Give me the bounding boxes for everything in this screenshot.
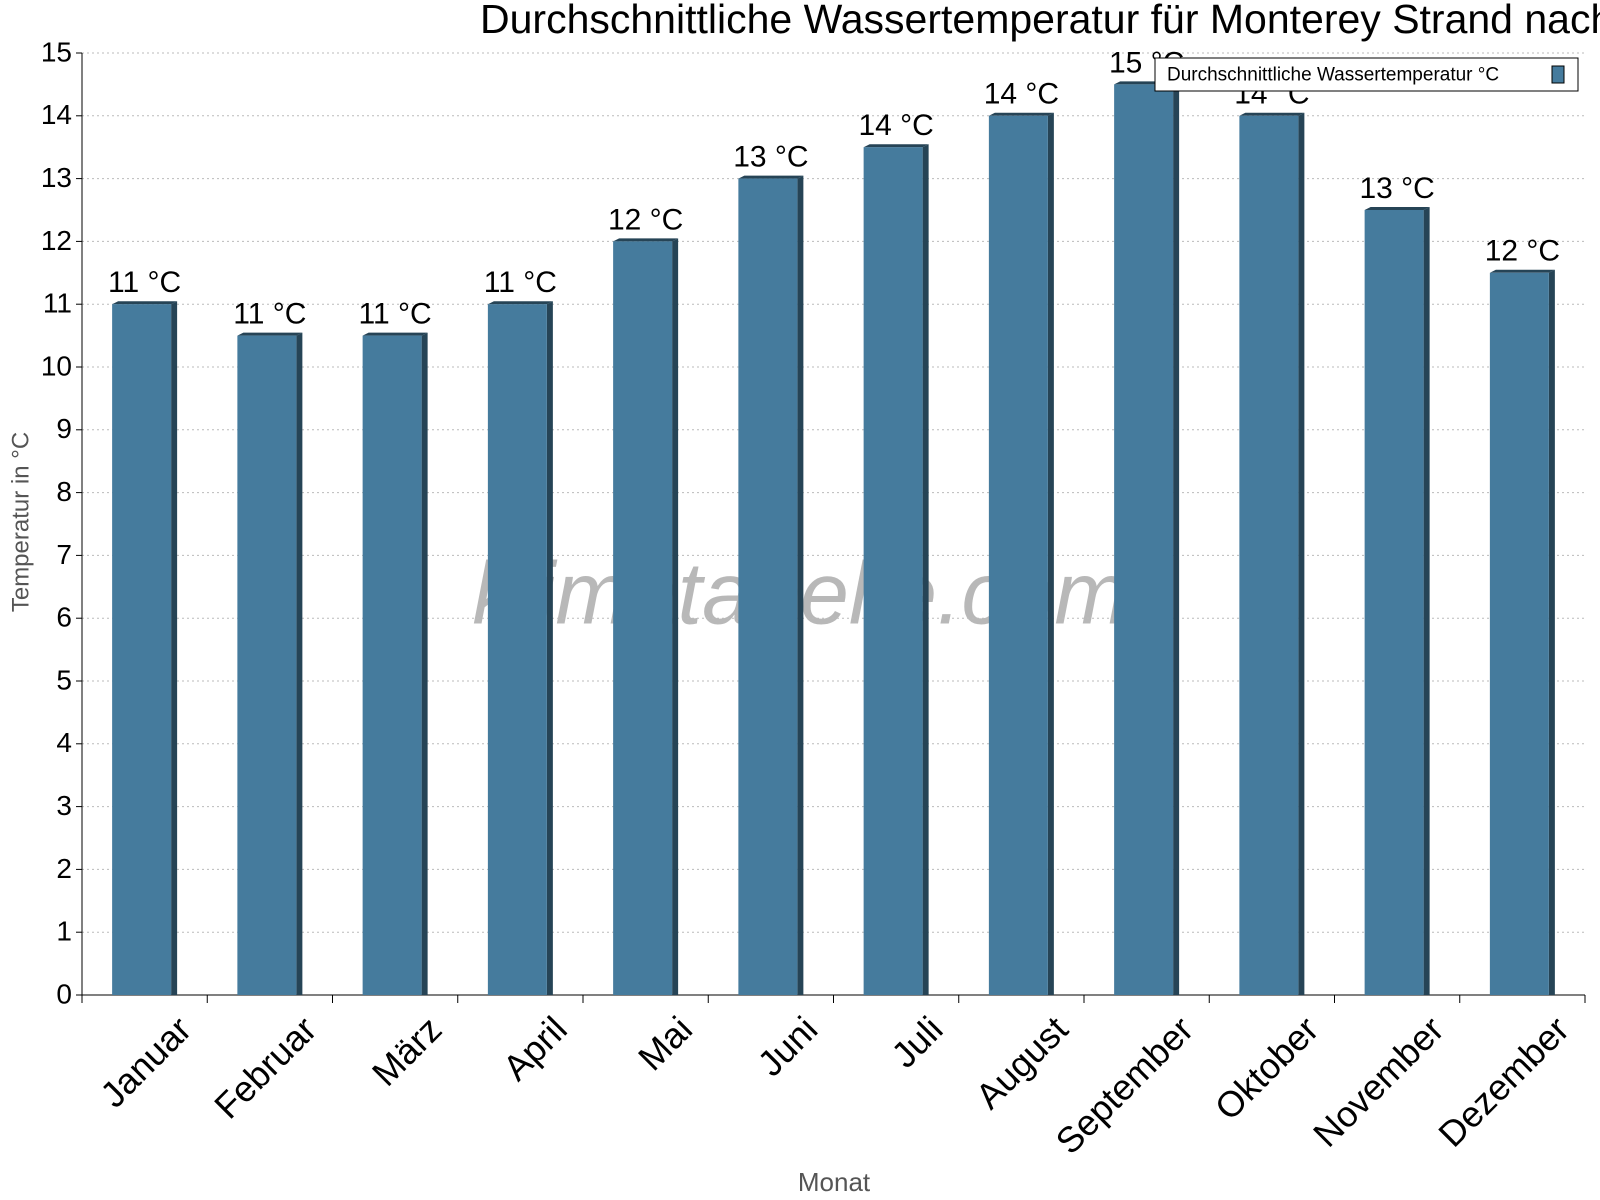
value-label: 13 °C (733, 141, 808, 174)
bar-group (988, 112, 1054, 996)
y-tick-label: 9 (56, 413, 72, 444)
y-tick-label: 1 (56, 916, 72, 947)
bar (1489, 272, 1549, 995)
value-label: 11 °C (484, 266, 557, 299)
bar-group (613, 238, 679, 995)
x-axis-title: Monat (798, 1167, 871, 1197)
y-tick-label: 8 (56, 476, 72, 507)
bar-group (362, 332, 428, 996)
bar-side (1298, 112, 1305, 996)
bar (362, 335, 422, 996)
bar-group (487, 301, 553, 995)
bar (863, 147, 923, 995)
bar-top (237, 332, 303, 336)
legend-label: Durchschnittliche Wassertemperatur °C (1167, 65, 1499, 86)
bar (112, 304, 172, 995)
bar-group (1489, 269, 1555, 995)
bar-top (1364, 207, 1430, 210)
bar-group (1364, 207, 1430, 995)
value-label: 11 °C (108, 266, 181, 299)
x-tick-label: August (968, 1008, 1076, 1116)
y-tick-label: 7 (56, 539, 72, 570)
y-tick-label: 4 (56, 727, 72, 758)
bar-side (296, 332, 303, 996)
bar-top (738, 175, 804, 179)
bar-top (362, 332, 428, 336)
y-tick-label: 2 (56, 853, 72, 884)
y-tick-label: 0 (56, 978, 72, 1009)
bar-top (1489, 269, 1555, 273)
bar-side (1423, 207, 1430, 995)
x-tick-label: Februar (206, 1008, 324, 1126)
x-tick-label: Juli (883, 1008, 950, 1075)
x-tick-label: Januar (92, 1008, 199, 1115)
bar-group (112, 301, 178, 995)
bar-side (421, 332, 428, 996)
y-tick-label: 3 (56, 790, 72, 821)
x-tick-label: Mai (630, 1008, 700, 1078)
legend-box (1154, 57, 1579, 92)
bar-side (1548, 269, 1555, 995)
y-tick-label: 10 (41, 350, 72, 381)
bar-side (1173, 81, 1180, 995)
bar-group (237, 332, 303, 996)
bar-side (797, 175, 804, 996)
x-tick-label: Dezember (1430, 1008, 1576, 1154)
value-label: 14 °C (984, 78, 1059, 111)
y-tick-label: 5 (56, 664, 72, 695)
bar-group (738, 175, 804, 996)
legend-swatch (1551, 65, 1565, 84)
bar (613, 241, 673, 995)
y-tick-label: 6 (56, 602, 72, 633)
bar-top (1239, 112, 1305, 116)
x-tick-label: November (1305, 1008, 1451, 1154)
bar-top (487, 301, 553, 305)
bar-side (922, 144, 929, 995)
y-tick-label: 11 (43, 288, 72, 319)
x-tick-label: Oktober (1207, 1008, 1327, 1128)
bar (738, 178, 798, 996)
bar-side (1047, 112, 1054, 996)
bar (1239, 115, 1299, 996)
x-tick-label: April (495, 1008, 575, 1088)
bar (1114, 84, 1174, 995)
y-axis-title: Temperatur in °C (7, 432, 34, 612)
bar-top (613, 238, 679, 242)
bar-group (1114, 81, 1180, 995)
bar-top (863, 144, 929, 148)
bar-top (988, 112, 1054, 116)
bar-side (672, 238, 679, 995)
bar-group (1239, 112, 1305, 996)
value-label: 11 °C (233, 298, 306, 331)
bar-side (171, 301, 178, 995)
x-tick-label: September (1047, 1008, 1201, 1162)
bar (988, 115, 1048, 996)
bar (487, 304, 547, 995)
bar (237, 335, 297, 996)
value-label: 14 °C (858, 109, 933, 142)
y-tick-label: 14 (41, 99, 72, 130)
value-label: 12 °C (1485, 235, 1560, 268)
bar-group (863, 144, 929, 995)
x-tick-label: Juni (750, 1008, 826, 1084)
y-tick-label: 15 (41, 36, 72, 67)
bar-top (112, 301, 178, 305)
chart-title: Durchschnittliche Wassertemperatur für M… (480, 0, 1600, 42)
value-label: 12 °C (608, 203, 683, 236)
y-tick-label: 12 (41, 225, 72, 256)
bar (1364, 210, 1424, 995)
value-label: 11 °C (359, 298, 432, 331)
value-label: 13 °C (1359, 172, 1434, 205)
x-tick-label: März (364, 1008, 450, 1094)
legend: Durchschnittliche Wassertemperatur °C (1154, 57, 1579, 92)
bar-side (546, 301, 553, 995)
y-tick-label: 13 (41, 162, 72, 193)
